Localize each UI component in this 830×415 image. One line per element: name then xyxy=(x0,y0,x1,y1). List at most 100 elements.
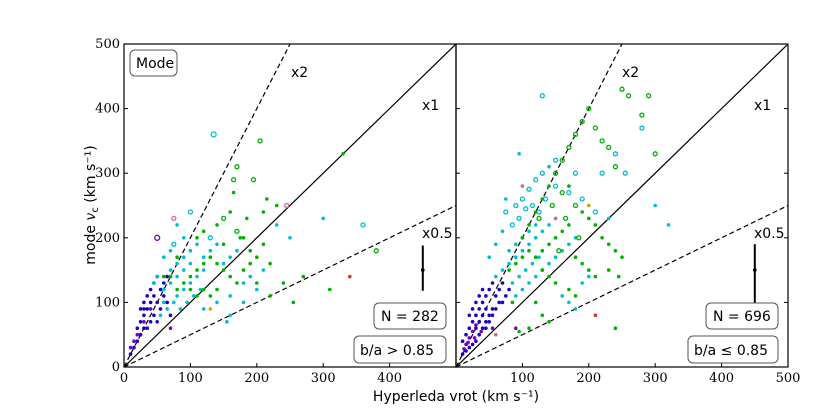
left-data-point xyxy=(201,229,206,234)
right-ref-line-x05 xyxy=(456,204,788,367)
right-data-point xyxy=(477,307,482,311)
left-data-point xyxy=(268,261,272,266)
right-data-point xyxy=(520,248,525,253)
left-data-point xyxy=(373,248,379,254)
left-data-point xyxy=(210,131,217,138)
right-x05-label: x0.5 xyxy=(754,226,785,242)
left-data-point xyxy=(148,307,153,311)
right-data-point xyxy=(523,268,528,272)
right-data-point xyxy=(519,196,526,202)
right-data-point xyxy=(606,216,611,221)
left-data-point xyxy=(238,236,242,240)
right-data-point xyxy=(503,197,508,201)
left-data-point xyxy=(154,234,161,241)
left-data-point xyxy=(158,313,163,318)
left-data-point xyxy=(171,215,177,222)
right-data-point xyxy=(477,319,482,324)
right-data-point xyxy=(513,294,518,298)
left-data-point xyxy=(228,294,232,298)
right-data-point xyxy=(530,261,535,266)
left-data-point xyxy=(215,223,219,227)
right-data-point xyxy=(484,294,488,298)
right-data-point xyxy=(613,248,618,253)
right-data-point xyxy=(513,255,518,260)
right-data-point xyxy=(487,313,492,318)
right-data-point xyxy=(552,170,559,176)
right-data-point xyxy=(592,125,599,131)
right-data-point xyxy=(484,319,488,324)
right-data-point xyxy=(592,209,599,215)
right-data-point xyxy=(613,326,618,331)
right-data-point xyxy=(567,242,571,247)
left-data-point xyxy=(195,236,199,240)
left-x2-label: x2 xyxy=(291,65,308,81)
right-reference-lines xyxy=(456,44,788,367)
right-data-point xyxy=(579,196,585,202)
right-data-point xyxy=(553,281,558,285)
right-data-point xyxy=(493,274,498,279)
right-data-point xyxy=(527,223,531,227)
right-data-point xyxy=(540,197,545,201)
left-data-point xyxy=(215,300,219,305)
right-data-point xyxy=(580,281,585,285)
right-data-point xyxy=(547,319,551,324)
left-data-point xyxy=(132,345,136,350)
right-data-point xyxy=(540,313,545,318)
right-data-point xyxy=(547,164,551,169)
left-data-point xyxy=(175,261,179,266)
right-data-point xyxy=(572,131,579,138)
right-data-point xyxy=(474,339,478,344)
right-data-point xyxy=(552,157,559,163)
left-data-point xyxy=(132,339,136,344)
right-data-point xyxy=(467,313,472,318)
right-count-label: N = 696 xyxy=(713,309,771,325)
right-data-point xyxy=(540,268,545,272)
left-data-point xyxy=(301,274,306,279)
right-data-point xyxy=(507,248,511,253)
left-data-point xyxy=(158,287,163,292)
right-data-point xyxy=(466,340,470,345)
right-data-point xyxy=(576,235,582,241)
right-data-point xyxy=(507,268,511,272)
right-data-point xyxy=(503,209,509,215)
right-data-point xyxy=(520,236,525,240)
left-data-point xyxy=(162,255,166,260)
right-data-point xyxy=(533,210,538,214)
right-data-point xyxy=(552,183,559,189)
left-data-point xyxy=(155,300,159,305)
right-data-point xyxy=(559,157,565,163)
right-data-point xyxy=(533,236,538,240)
right-data-point xyxy=(480,300,485,305)
x-tick-label: 200 xyxy=(244,371,269,386)
left-data-point xyxy=(168,274,173,279)
right-data-point xyxy=(573,307,578,311)
left-data-point xyxy=(135,339,140,344)
left-data-point xyxy=(288,236,292,240)
right-x2-label: x2 xyxy=(622,65,639,81)
left-x1-label: x1 xyxy=(422,98,439,114)
left-data-point xyxy=(162,287,166,292)
left-data-point xyxy=(162,294,166,298)
left-data-point xyxy=(261,210,266,214)
left-data-point xyxy=(138,332,143,337)
left-data-point xyxy=(228,210,232,214)
left-data-point xyxy=(135,332,140,337)
right-data-point xyxy=(513,326,518,331)
left-data-point xyxy=(165,307,169,311)
right-data-point xyxy=(599,170,605,176)
right-data-point xyxy=(527,281,531,285)
right-data-point xyxy=(500,300,505,305)
right-data-point xyxy=(497,287,502,292)
mode-label: Mode xyxy=(136,56,174,72)
right-data-point xyxy=(572,202,579,209)
right-data-point xyxy=(547,184,551,188)
x-tick-label: 300 xyxy=(311,371,336,386)
right-data-point xyxy=(567,300,571,305)
right-data-point xyxy=(517,274,521,279)
left-data-point xyxy=(168,268,173,272)
right-data-point xyxy=(619,86,625,92)
x-tick-label: 400 xyxy=(377,371,402,386)
right-data-point xyxy=(653,203,658,208)
left-data-point xyxy=(254,255,259,260)
left-data-point xyxy=(291,300,296,305)
